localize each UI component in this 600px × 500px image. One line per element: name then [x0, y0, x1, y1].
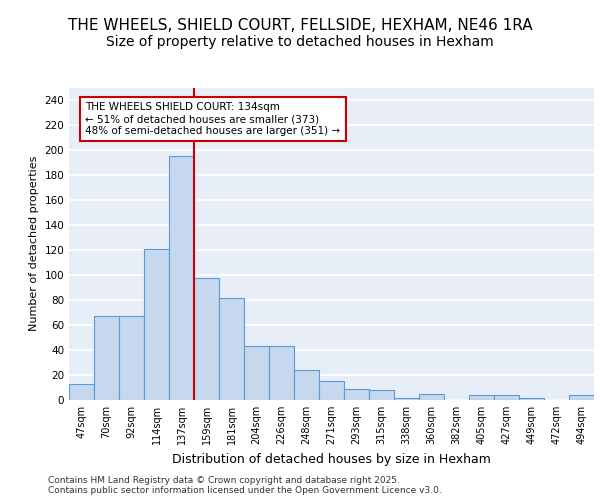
- Bar: [244, 346, 269, 400]
- Bar: [344, 389, 369, 400]
- Bar: [469, 395, 494, 400]
- Bar: [294, 370, 319, 400]
- Bar: [519, 398, 544, 400]
- Bar: [569, 395, 594, 400]
- Bar: [144, 248, 169, 400]
- Bar: [94, 316, 119, 400]
- Text: Contains HM Land Registry data © Crown copyright and database right 2025.
Contai: Contains HM Land Registry data © Crown c…: [48, 476, 442, 495]
- Bar: [69, 384, 94, 400]
- Text: Size of property relative to detached houses in Hexham: Size of property relative to detached ho…: [106, 35, 494, 49]
- Bar: [419, 394, 444, 400]
- Text: THE WHEELS, SHIELD COURT, FELLSIDE, HEXHAM, NE46 1RA: THE WHEELS, SHIELD COURT, FELLSIDE, HEXH…: [68, 18, 532, 32]
- Bar: [219, 298, 244, 400]
- Bar: [119, 316, 144, 400]
- Bar: [319, 381, 344, 400]
- Bar: [194, 278, 219, 400]
- X-axis label: Distribution of detached houses by size in Hexham: Distribution of detached houses by size …: [172, 452, 491, 466]
- Y-axis label: Number of detached properties: Number of detached properties: [29, 156, 39, 332]
- Bar: [394, 398, 419, 400]
- Bar: [494, 395, 519, 400]
- Bar: [369, 390, 394, 400]
- Bar: [169, 156, 194, 400]
- Text: THE WHEELS SHIELD COURT: 134sqm
← 51% of detached houses are smaller (373)
48% o: THE WHEELS SHIELD COURT: 134sqm ← 51% of…: [85, 102, 340, 136]
- Bar: [269, 346, 294, 400]
